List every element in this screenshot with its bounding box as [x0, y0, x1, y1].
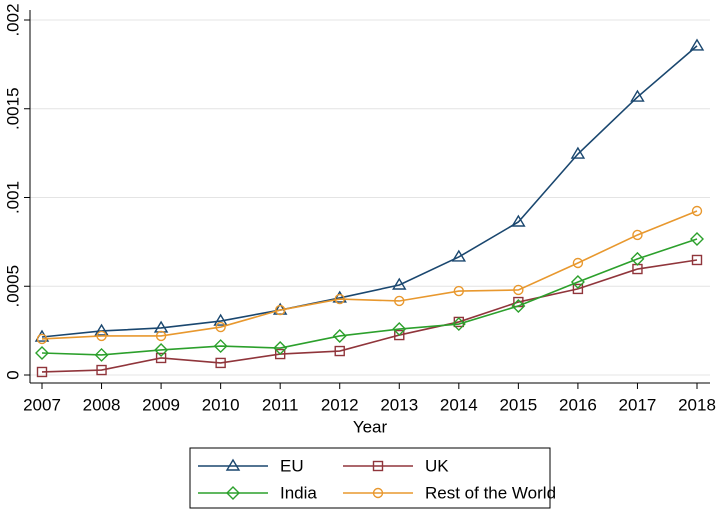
marker — [511, 298, 526, 313]
marker — [334, 345, 345, 357]
legend-label: UK — [425, 456, 449, 475]
marker — [155, 330, 167, 342]
marker — [334, 293, 345, 305]
marker — [392, 277, 407, 290]
x-tick-label: 2013 — [380, 395, 418, 414]
marker — [215, 357, 226, 369]
marker — [570, 146, 586, 159]
marker — [96, 330, 107, 342]
marker — [392, 322, 407, 337]
marker — [154, 342, 169, 357]
marker — [632, 229, 643, 241]
marker — [630, 89, 645, 102]
marker — [372, 487, 384, 499]
marker — [215, 321, 226, 333]
marker — [226, 486, 240, 500]
marker — [572, 283, 584, 295]
y-tick-label: .002 — [3, 3, 22, 36]
marker — [332, 328, 347, 343]
x-tick-label: 2007 — [23, 395, 61, 414]
series-line — [41, 238, 698, 356]
legend-label: India — [280, 483, 317, 502]
marker — [213, 313, 228, 326]
marker — [273, 341, 288, 356]
marker — [35, 346, 49, 360]
marker — [372, 460, 384, 472]
plot-area — [30, 10, 710, 383]
x-tick-label: 2008 — [83, 395, 121, 414]
marker — [511, 214, 526, 227]
marker — [451, 317, 466, 332]
y-tick-label: .0005 — [3, 265, 22, 308]
marker — [274, 304, 286, 316]
marker — [394, 329, 405, 341]
series-line — [41, 259, 698, 373]
marker — [572, 257, 584, 269]
marker — [213, 339, 228, 354]
legend-label: EU — [280, 456, 304, 475]
marker — [96, 364, 107, 376]
marker — [691, 254, 703, 266]
marker — [155, 352, 167, 364]
marker — [630, 251, 645, 266]
marker — [691, 205, 703, 217]
y-tick-label: .0015 — [3, 87, 22, 130]
marker — [513, 284, 524, 296]
y-tick-label: 0 — [3, 370, 22, 379]
marker — [36, 366, 48, 378]
x-tick-label: 2012 — [321, 395, 359, 414]
marker — [225, 458, 241, 471]
marker — [36, 333, 48, 345]
marker — [94, 347, 109, 362]
x-tick-label: 2016 — [559, 395, 597, 414]
x-tick-label: 2014 — [440, 395, 478, 414]
marker — [453, 285, 465, 297]
marker — [689, 38, 705, 51]
x-tick-label: 2010 — [202, 395, 240, 414]
x-tick-label: 2009 — [142, 395, 180, 414]
x-tick-label: 2011 — [262, 395, 299, 414]
marker — [570, 275, 585, 289]
x-tick-label: 2017 — [619, 395, 657, 414]
x-tick-label: 2015 — [499, 395, 537, 414]
legend-label: Rest of the World — [425, 483, 556, 502]
series-line — [41, 210, 698, 340]
y-tick-label: .001 — [3, 181, 22, 214]
legend-box — [189, 447, 551, 509]
x-tick-label: 2018 — [678, 395, 716, 414]
x-axis-title: Year — [353, 417, 388, 436]
marker — [690, 232, 704, 247]
marker — [332, 290, 347, 303]
marker — [274, 348, 286, 360]
marker — [94, 323, 109, 336]
marker — [394, 295, 405, 307]
series-line — [41, 45, 698, 338]
marker — [451, 249, 467, 262]
